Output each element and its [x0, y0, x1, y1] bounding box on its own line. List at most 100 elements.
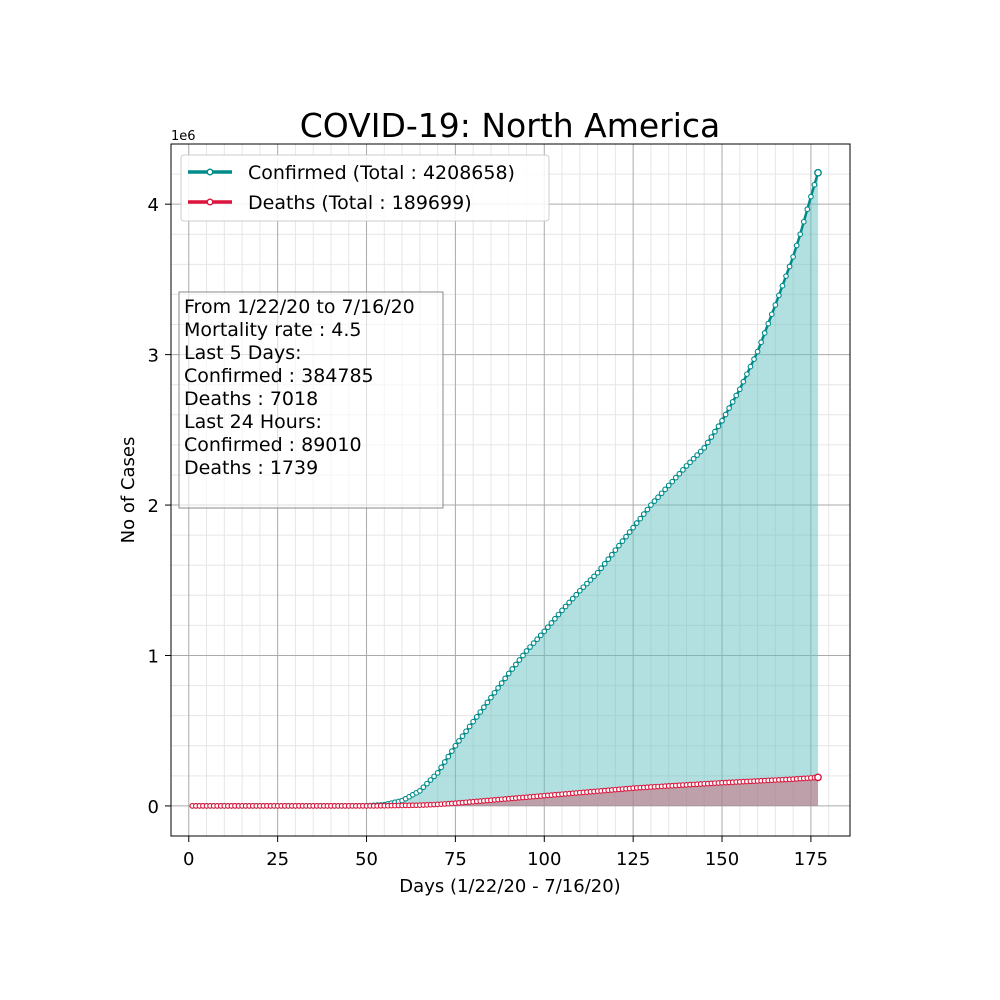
data-point-confirmed [672, 474, 679, 481]
info-box-frame [178, 291, 444, 509]
series-fills [192, 172, 819, 806]
info-line-mortality: Mortality rate : 4.5 [184, 319, 362, 341]
x-tick-label: 50 [355, 849, 378, 870]
data-point-confirmed [573, 591, 580, 598]
data-point-confirmed [520, 652, 526, 659]
data-point-confirmed [552, 615, 558, 622]
data-point-confirmed [498, 680, 505, 687]
data-point-confirmed [740, 378, 747, 385]
data-point-confirmed [719, 417, 725, 424]
data-point-confirmed [424, 780, 430, 787]
data-point-confirmed [765, 320, 772, 327]
data-point-confirmed [491, 689, 498, 696]
data-point-confirmed [651, 498, 658, 504]
data-point-confirmed [758, 339, 764, 346]
data-point-confirmed [800, 218, 807, 225]
data-point-confirmed [512, 661, 519, 668]
legend-marker-confirmed [206, 168, 214, 176]
data-point-confirmed [736, 386, 743, 393]
legend-box [180, 154, 550, 222]
data-point-confirmed [644, 506, 651, 513]
data-point-confirmed [591, 573, 597, 580]
data-point-confirmed [637, 515, 644, 522]
series-markers [189, 168, 822, 809]
legend: Confirmed (Total : 4208658) Deaths (Tota… [180, 154, 550, 222]
data-point-confirmed [726, 405, 732, 412]
legend-label-confirmed: Confirmed (Total : 4208658) [248, 162, 515, 184]
data-point-confirmed [555, 611, 562, 618]
data-point-confirmed [747, 363, 754, 370]
data-point-confirmed [562, 603, 569, 610]
data-point-confirmed [427, 777, 434, 783]
data-point-confirmed [676, 470, 683, 477]
data-point-confirmed [751, 356, 757, 362]
data-point-confirmed [601, 560, 608, 567]
data-point-confirmed [690, 455, 697, 462]
data-point-confirmed [626, 529, 633, 535]
data-point-confirmed [694, 452, 700, 458]
x-tick-label: 25 [266, 849, 289, 870]
x-tick-label: 100 [527, 849, 561, 870]
y-tick-label: 3 [148, 346, 159, 367]
data-point-confirmed [559, 607, 565, 614]
legend-label-deaths: Deaths (Total : 189699) [248, 192, 472, 214]
data-point-confirmed [633, 520, 640, 526]
data-point-confirmed [722, 411, 729, 418]
data-point-confirmed [783, 273, 789, 279]
data-point-confirmed [594, 569, 601, 576]
y-tick-label: 4 [148, 195, 159, 216]
info-box: From 1/22/20 to 7/16/20 Mortality rate :… [178, 291, 444, 509]
data-point-confirmed [584, 580, 590, 587]
data-point-confirmed [804, 206, 811, 213]
data-point-confirmed [605, 556, 612, 563]
data-point-confirmed [779, 282, 786, 289]
data-point-confirmed [502, 675, 509, 682]
data-point-confirmed [505, 670, 512, 677]
data-point-confirmed [776, 292, 782, 299]
data-point-confirmed [658, 490, 665, 497]
info-line-last5-header: Last 5 Days: [184, 342, 302, 364]
data-point-confirmed [616, 542, 622, 549]
y-tick-label: 0 [148, 797, 159, 818]
data-point-confirmed [459, 733, 466, 739]
data-point-confirmed [541, 628, 548, 635]
data-point-confirmed [754, 348, 761, 355]
data-point-confirmed [655, 494, 661, 501]
data-point-confirmed [772, 302, 779, 308]
data-point-confirmed [534, 636, 541, 643]
plot-frame [170, 143, 851, 837]
data-point-confirmed [712, 428, 718, 435]
data-point-confirmed [608, 551, 615, 558]
data-point-confirmed [466, 723, 473, 730]
data-point-confirmed [431, 773, 437, 780]
data-point-confirmed [697, 448, 704, 455]
info-line-last5-confirmed: Confirmed : 384785 [184, 365, 374, 387]
data-point-confirmed-last [814, 168, 822, 177]
data-point-confirmed [488, 694, 494, 701]
data-point-confirmed [477, 709, 484, 715]
data-point-confirmed [434, 769, 441, 776]
data-point-confirmed [715, 423, 722, 430]
data-point-confirmed [768, 311, 775, 318]
data-point-confirmed [687, 459, 693, 466]
data-point-confirmed [683, 463, 690, 469]
info-line-last24-deaths: Deaths : 1739 [184, 457, 318, 479]
data-point-confirmed [793, 242, 800, 249]
info-line-date-range: From 1/22/20 to 7/16/20 [184, 296, 415, 318]
x-tick-label: 75 [444, 849, 467, 870]
data-point-confirmed [598, 565, 605, 572]
data-point-confirmed [576, 587, 583, 594]
data-point-confirmed [662, 486, 668, 493]
data-point-confirmed [566, 599, 573, 606]
data-point-confirmed [619, 538, 626, 545]
data-point-confirmed [480, 704, 487, 711]
data-point-confirmed [516, 657, 523, 663]
data-point-confirmed [701, 445, 708, 451]
data-point-confirmed [665, 482, 672, 489]
data-point-confirmed [484, 699, 491, 706]
data-point-confirmed [790, 253, 796, 260]
info-line-last5-deaths: Deaths : 7018 [184, 388, 318, 410]
data-point-confirmed [729, 399, 736, 405]
legend-marker-deaths [206, 198, 214, 206]
